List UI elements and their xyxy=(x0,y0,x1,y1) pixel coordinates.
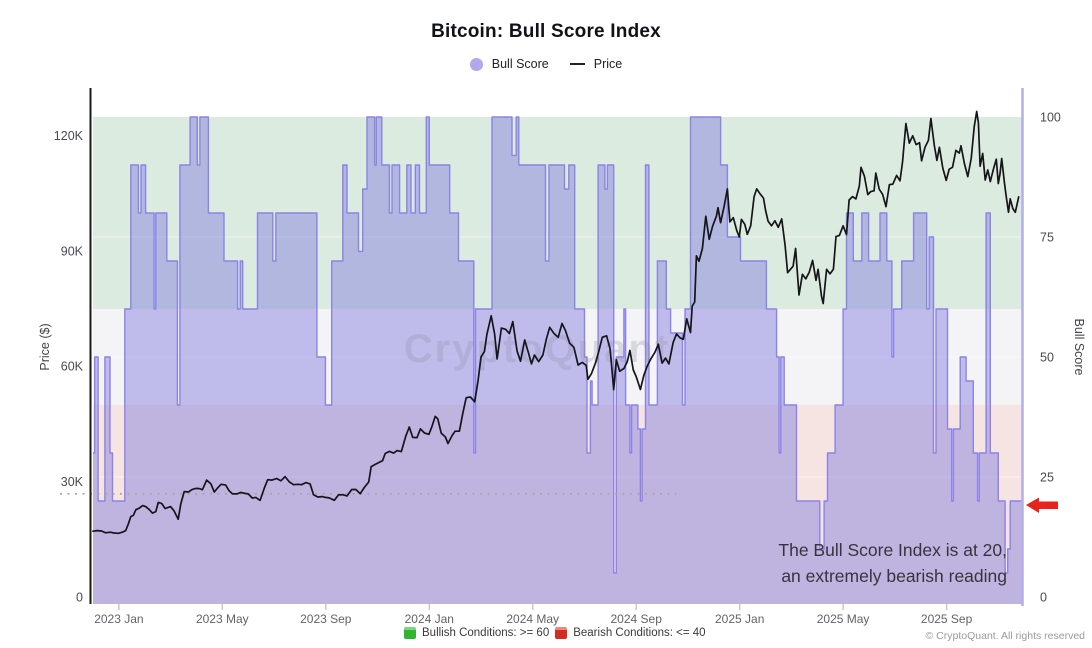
svg-text:120K: 120K xyxy=(54,129,84,143)
bullish-swatch-icon xyxy=(404,627,416,639)
svg-text:2024 May: 2024 May xyxy=(506,612,559,626)
svg-text:25: 25 xyxy=(1040,471,1054,485)
cryptoquant-watermark: CryptoQuant xyxy=(404,327,670,371)
price-legend-dash-icon[interactable] xyxy=(569,62,585,66)
svg-text:2025 Sep: 2025 Sep xyxy=(921,612,973,626)
annotation-line-2: an extremely bearish reading xyxy=(781,566,1007,586)
x-axis-tick-labels: 2023 Jan 2023 May 2023 Sep 2024 Jan 2024 May… xyxy=(94,612,972,626)
svg-text:60K: 60K xyxy=(61,360,84,374)
price-legend-label[interactable]: Price xyxy=(593,57,623,71)
svg-text:2023 Sep: 2023 Sep xyxy=(300,612,352,626)
svg-text:90K: 90K xyxy=(61,244,84,258)
svg-text:30K: 30K xyxy=(61,475,84,489)
left-axis-tick-labels: 0 30K 60K 90K 120K xyxy=(54,129,84,605)
annotation-line-1: The Bull Score Index is at 20, xyxy=(778,540,1007,560)
bull-score-area-series xyxy=(93,116,1022,604)
score-gridlines xyxy=(93,236,1022,478)
left-axis-title: Price ($) xyxy=(38,323,52,371)
price-line-series xyxy=(92,110,1020,535)
svg-text:2023 May: 2023 May xyxy=(196,612,249,626)
right-axis-tick-labels: 0 25 50 75 100 xyxy=(1040,111,1061,605)
svg-text:2024 Sep: 2024 Sep xyxy=(611,612,663,626)
bearish-swatch-icon xyxy=(555,627,568,639)
bearish-conditions-label: Bearish Conditions: <= 40 xyxy=(573,627,706,639)
bullish-conditions-label: Bullish Conditions: >= 60 xyxy=(422,627,550,639)
current-value-arrow-icon xyxy=(1026,497,1058,513)
copyright-notice: © CryptoQuant. All rights reserved xyxy=(925,630,1085,642)
svg-text:0: 0 xyxy=(76,591,83,605)
svg-text:50: 50 xyxy=(1040,351,1054,365)
svg-text:2023 Jan: 2023 Jan xyxy=(94,612,143,626)
chart-legend: Bull Score Price xyxy=(0,57,1092,71)
annotation-text: The Bull Score Index is at 20, an extrem… xyxy=(778,537,1007,589)
svg-text:2025 Jan: 2025 Jan xyxy=(715,612,764,626)
conditions-legend: Bullish Conditions: >= 60 Bearish Condit… xyxy=(404,627,706,639)
svg-text:2025 May: 2025 May xyxy=(817,612,870,626)
chart-title: Bitcoin: Bull Score Index xyxy=(431,21,661,42)
svg-text:75: 75 xyxy=(1040,231,1054,245)
bull-score-legend-label[interactable]: Bull Score xyxy=(491,57,549,71)
axis-lines xyxy=(89,88,1024,606)
x-tick-marks xyxy=(118,604,948,610)
svg-text:0: 0 xyxy=(1040,591,1047,605)
bull-score-legend-dot-icon[interactable] xyxy=(469,57,483,71)
right-axis-title: Bull Score xyxy=(1072,318,1086,376)
svg-text:100: 100 xyxy=(1040,111,1061,125)
svg-text:2024 Jan: 2024 Jan xyxy=(405,612,454,626)
